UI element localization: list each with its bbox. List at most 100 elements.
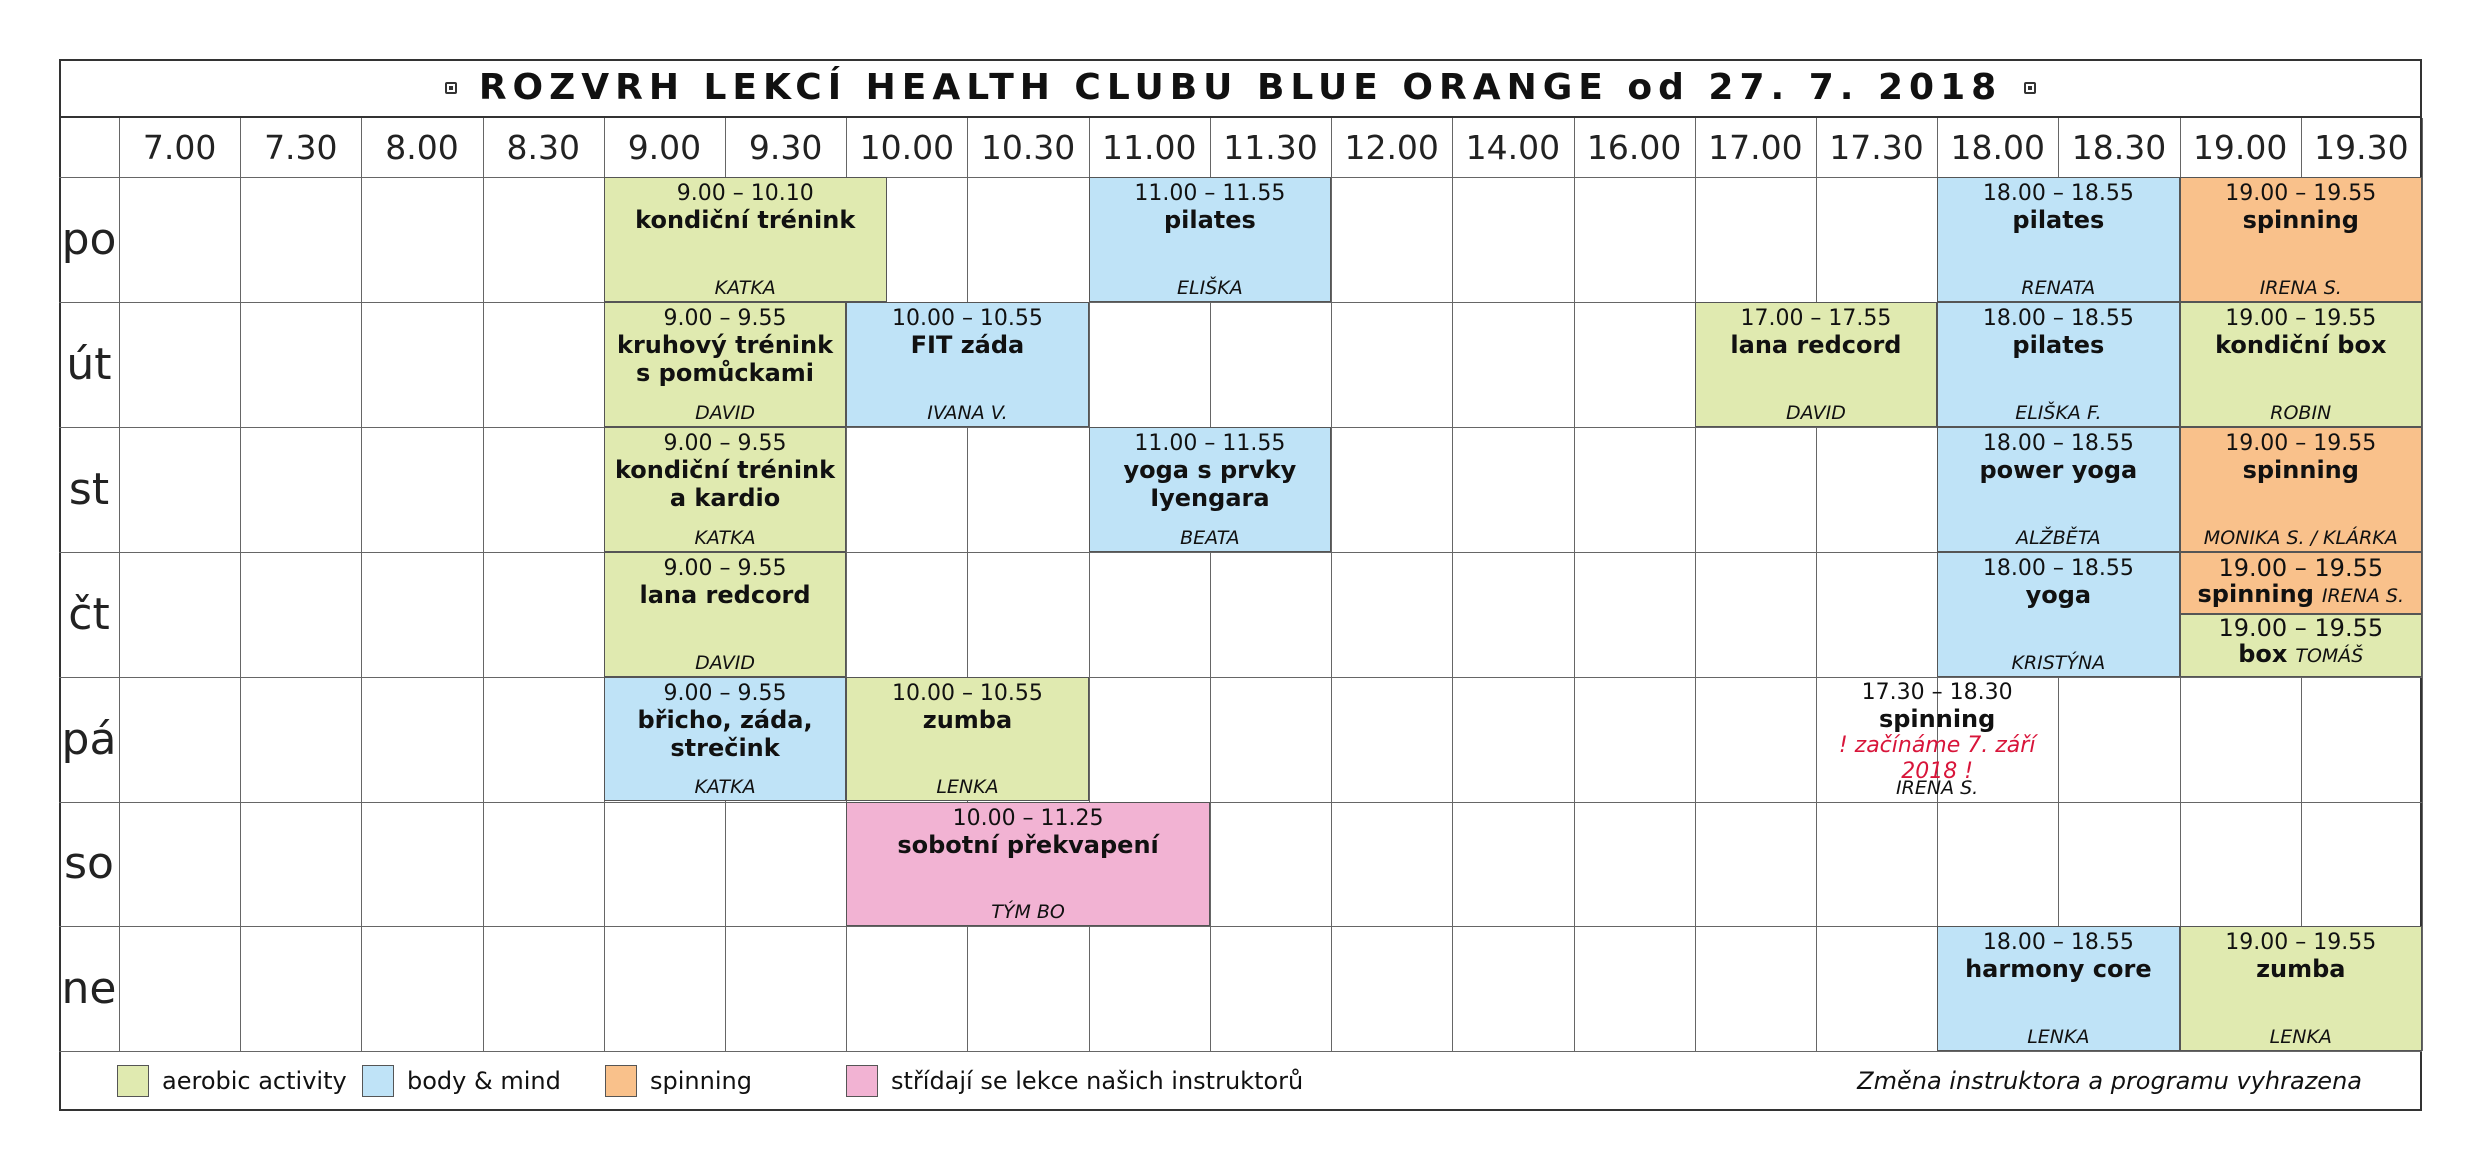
lesson-name: kruhový trénink	[617, 330, 834, 359]
lesson-name: spinning	[1878, 704, 1996, 733]
legend-label: spinning	[650, 1067, 752, 1095]
lesson-aerobic: 9.00 – 10.10 kondiční trénink KATKA	[603, 177, 887, 302]
legend-swatch-body-mind	[362, 1065, 394, 1097]
day-label: po	[61, 213, 117, 265]
grid-vline	[1694, 118, 1696, 1052]
lesson-time: 17.00 – 17.55	[1740, 305, 1892, 331]
time-header: 8.30	[506, 128, 580, 167]
day-label: st	[68, 463, 110, 515]
lesson-body: 18.00 – 18.55 harmony core LENKA	[1937, 926, 2180, 1052]
lesson-name: spinning	[2242, 206, 2359, 234]
day-label: ne	[61, 963, 117, 1015]
lesson-instructor: IRENA S.	[1896, 777, 1979, 800]
lesson-body: 18.00 – 18.55 yoga KRISTÝNA	[1937, 551, 2180, 677]
time-header: 19.00	[2192, 128, 2288, 167]
lesson-instructor: DAVID	[695, 401, 755, 424]
lesson-instructor: TÝM BO	[991, 901, 1065, 924]
legend-item-rotating: střídají se lekce našich instruktorů	[846, 1051, 1303, 1111]
lesson-instructor: KRISTÝNA	[2011, 651, 2106, 674]
lesson-time: 10.00 – 11.25	[952, 805, 1104, 831]
lesson-instructor: LENKA	[2269, 1026, 2332, 1049]
grid-vline	[1331, 118, 1333, 1052]
grid-vline	[1815, 118, 1817, 1052]
grid-vline	[846, 118, 848, 1052]
lesson-body: 11.00 – 11.55 yoga s prvky Iyengara BEATA	[1088, 426, 1332, 552]
lesson-name: lana redcord	[639, 580, 811, 609]
lesson-aerobic: 9.00 – 9.55 kruhový trénink s pomůckami DAV…	[603, 301, 847, 427]
lesson-body: 9.00 – 9.55 břicho, záda, strečink KATKA	[603, 676, 847, 802]
legend-footer: aerobic activity body & mind spinning st…	[59, 1051, 2422, 1111]
lesson-instructor: LENKA	[2027, 1026, 2090, 1049]
lesson-name: lana redcord	[1730, 330, 1902, 359]
lesson-aerobic: 19.00 – 19.55 box TOMÁŠ	[2179, 614, 2422, 677]
lesson-name: spinning	[2242, 455, 2359, 484]
time-header: 10.30	[980, 128, 1076, 167]
lesson-name: Iyengara	[1150, 483, 1270, 512]
lesson-name: zumba	[2256, 955, 2346, 984]
lesson-time: 18.00 – 18.55	[1982, 555, 2134, 581]
time-header: 9.30	[748, 128, 823, 167]
lesson-name: FIT záda	[910, 330, 1025, 359]
lesson-instructor: DAVID	[695, 651, 755, 674]
day-label: čt	[68, 588, 110, 640]
lesson-instructor: ELIŠKA F.	[2015, 401, 2102, 424]
lesson-instructor: KATKA	[714, 276, 776, 299]
lesson-aerobic: 9.00 – 9.55 kondiční trénink a kardio KATKA	[603, 426, 847, 552]
lesson-aerobic: 19.00 – 19.55 zumba LENKA	[2179, 926, 2422, 1052]
lesson-spin: 19.00 – 19.55 spinning MONIKA S. / KLÁRKA	[2179, 426, 2422, 552]
lesson-instructor: KATKA	[694, 776, 756, 799]
lesson-name: pilates	[2012, 330, 2105, 359]
grid-vline	[119, 118, 120, 1052]
lesson-time: 9.00 – 9.55	[663, 305, 787, 331]
legend-swatch-spinning	[605, 1065, 637, 1097]
day-label: út	[66, 338, 112, 390]
lesson-name-row: box TOMÁŠ	[2181, 641, 2421, 669]
lesson-instructor: ROBIN	[2270, 401, 2332, 424]
grid-hline	[59, 301, 2422, 303]
lesson-body: 18.00 – 18.55 power yoga ALŽBĚTA	[1937, 426, 2180, 552]
time-header: 10.00	[859, 128, 955, 167]
lesson-time: 17.30 – 18.30	[1861, 679, 2013, 705]
lesson-time: 9.00 – 9.55	[663, 430, 787, 456]
time-header: 7.00	[142, 128, 217, 167]
lesson-time: 18.00 – 18.55	[1982, 305, 2134, 331]
grid-vline	[482, 118, 484, 1052]
lesson-time: 19.00 – 19.55	[2225, 430, 2377, 456]
legend-label: body & mind	[407, 1067, 561, 1095]
lesson-alt: 10.00 – 11.25 sobotní překvapení TÝM BO	[846, 801, 1210, 927]
time-header: 12.00	[1344, 128, 1439, 167]
title-row: ROZVRH LEKCÍ HEALTH CLUBU BLUE ORANGE od…	[59, 59, 2422, 118]
grid-vline	[967, 118, 969, 1052]
lesson-name: s pomůckami	[636, 358, 815, 387]
grid-vline	[1088, 118, 1090, 1052]
legend-item-spinning: spinning	[605, 1051, 752, 1111]
lesson-time: 11.00 – 11.55	[1134, 430, 1286, 456]
lesson-aerobic: 19.00 – 19.55 kondiční box ROBIN	[2179, 301, 2422, 427]
lesson-instructor: IRENA S.	[2259, 276, 2342, 299]
time-header: 11.00	[1102, 128, 1197, 167]
lesson-time: 10.00 – 10.55	[891, 305, 1043, 331]
lesson-name: spinning	[2197, 579, 2314, 608]
lesson-name: yoga	[2025, 580, 2092, 609]
time-header: 19.30	[2314, 128, 2409, 167]
lesson-body: 18.00 – 18.55 pilates RENATA	[1937, 177, 2180, 302]
legend-swatch-aerobic	[117, 1065, 149, 1097]
time-header: 7.30	[264, 128, 338, 167]
lesson-time: 18.00 – 18.55	[1982, 430, 2134, 456]
lesson-time: 9.00 – 10.10	[676, 181, 814, 206]
lesson-name-row: spinning IRENA S.	[2181, 581, 2421, 609]
lesson-name: sobotní překvapení	[897, 830, 1159, 859]
lesson-name: zumba	[922, 705, 1013, 734]
lesson-time: 19.00 – 19.55	[2225, 181, 2377, 206]
lesson-name: kondiční box	[2215, 330, 2387, 359]
lesson-aerobic: 9.00 – 9.55 lana redcord DAVID	[603, 551, 847, 677]
lesson-name: strečink	[670, 733, 780, 762]
day-label: pá	[61, 713, 117, 765]
lesson-instructor: LENKA	[936, 776, 999, 799]
lesson-instructor: ALŽBĚTA	[2016, 526, 2101, 549]
lesson-name: power yoga	[1979, 455, 2138, 484]
lesson-time: 19.00 – 19.55	[2225, 930, 2377, 956]
lesson-instructor: IVANA V.	[927, 401, 1008, 424]
lesson-note: ! začínáme 7. září 2018 !	[1838, 732, 2036, 784]
lesson-name: yoga s prvky	[1123, 455, 1297, 484]
